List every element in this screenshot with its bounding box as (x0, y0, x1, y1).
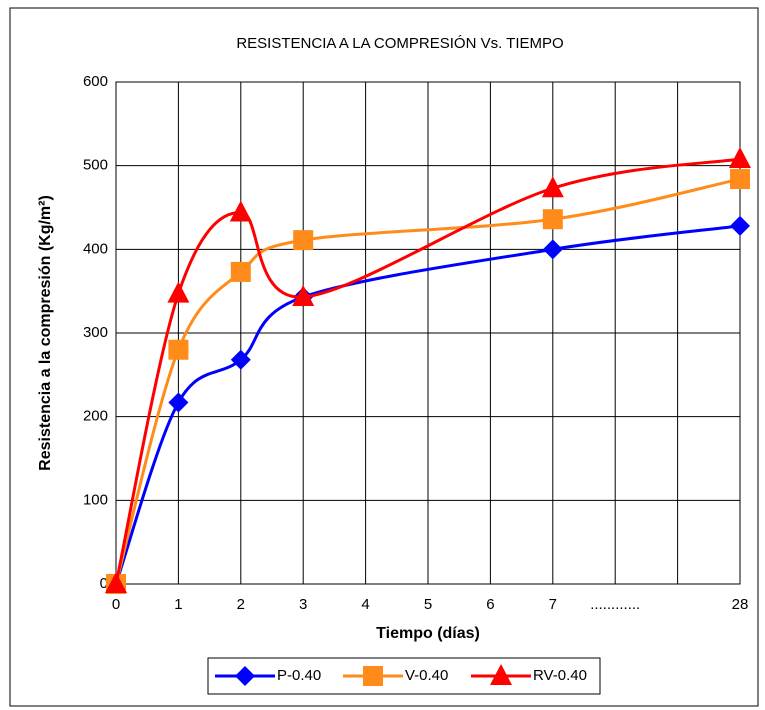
y-tick-label: 100 (83, 491, 108, 508)
x-axis-label: Tiempo (días) (376, 625, 480, 642)
legend-label: RV-0.40 (533, 667, 587, 684)
y-tick-label: 500 (83, 157, 108, 174)
x-tick-label: 28 (732, 596, 749, 613)
marker (729, 146, 751, 168)
legend-marker (490, 664, 512, 685)
legend-marker (363, 666, 383, 686)
marker (542, 239, 563, 260)
marker (293, 230, 314, 251)
series-line (114, 177, 741, 585)
marker (292, 285, 315, 307)
x-tick-label: 2 (237, 596, 245, 613)
x-tick-label: 1 (174, 596, 182, 613)
marker (168, 392, 189, 413)
x-tick-label: 7 (549, 596, 557, 613)
marker (730, 215, 750, 236)
series-line (114, 224, 741, 585)
x-tick-label: 0 (112, 596, 120, 613)
legend-label: V-0.40 (405, 667, 448, 684)
y-axis-label: Resistencia a la compresión (Kg/m²) (37, 195, 54, 471)
marker (230, 261, 251, 282)
chart-border (9, 7, 759, 707)
legend-label: P-0.40 (277, 667, 321, 684)
marker (167, 281, 190, 303)
y-tick-label: 400 (83, 240, 108, 257)
marker (230, 349, 251, 370)
x-tick-label: 5 (424, 596, 432, 613)
y-tick-label: 200 (83, 408, 108, 425)
marker (542, 209, 563, 230)
x-tick-label: 4 (361, 596, 369, 613)
x-tick-label: 3 (299, 596, 307, 613)
marker (105, 572, 127, 593)
marker (229, 200, 252, 222)
marker (541, 176, 564, 198)
plot-frame (115, 81, 741, 585)
y-tick-label: 0 (100, 575, 108, 592)
marker (168, 339, 189, 360)
x-tick-label: 6 (486, 596, 494, 613)
x-tick-label: ............ (590, 596, 640, 613)
series-line (114, 157, 741, 585)
y-tick-label: 300 (83, 324, 108, 341)
chart-title: RESISTENCIA A LA COMPRESIÓN Vs. TIEMPO (236, 35, 563, 52)
y-tick-label: 600 (83, 73, 108, 90)
marker (730, 169, 750, 190)
legend-marker (235, 666, 255, 686)
